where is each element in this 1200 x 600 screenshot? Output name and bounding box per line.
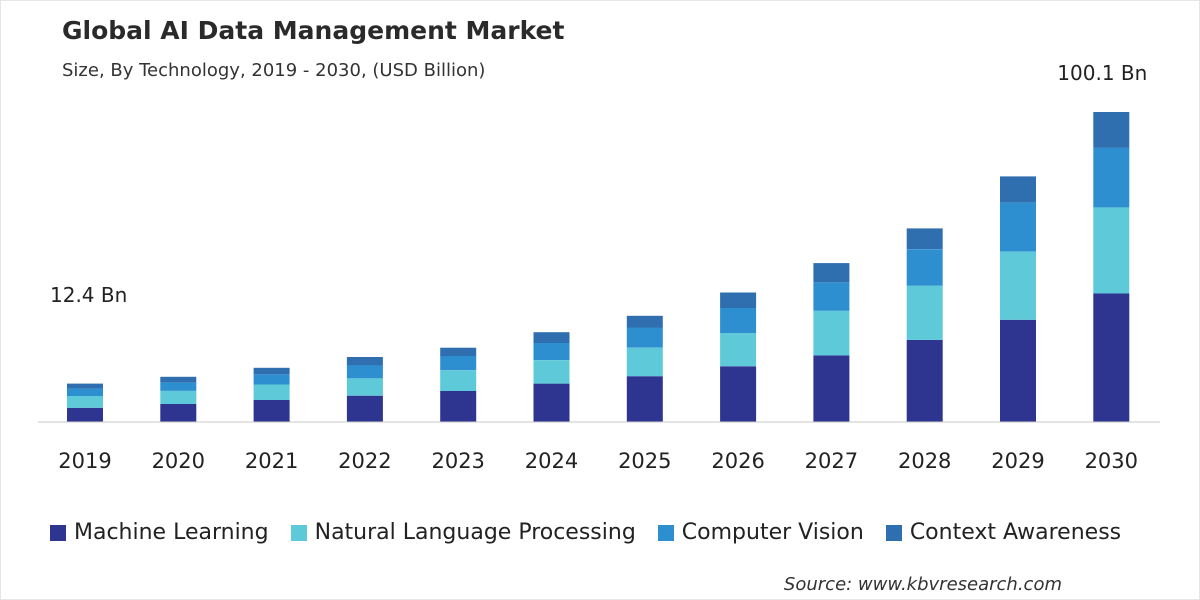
bar-segment-2027-context-awareness xyxy=(813,263,850,283)
bar-segment-2022-computer-vision xyxy=(346,365,383,379)
x-tick-labels: 2019 2020 2021 2022 2023 2024 2025 2026 2027 2028… xyxy=(58,449,1138,473)
x-tick-label-2019: 2019 xyxy=(58,449,111,473)
bar-segment-2020-natural-language-processing xyxy=(160,390,197,404)
bar-segment-2022-natural-language-processing xyxy=(346,378,383,396)
bar-segment-2030-natural-language-processing xyxy=(1093,207,1130,294)
bar-segment-2026-computer-vision xyxy=(720,308,757,334)
bar-segment-2029-context-awareness xyxy=(1000,176,1036,203)
bar-segment-2029-computer-vision xyxy=(1000,202,1036,252)
bar-segment-2027-natural-language-processing xyxy=(813,310,850,356)
bar-segment-2026-machine-learning xyxy=(720,366,757,422)
bar-segment-2030-machine-learning xyxy=(1093,293,1130,422)
legend-swatch-natural-language-processing xyxy=(290,524,307,541)
legend-swatch-context-awareness xyxy=(885,524,902,541)
bar-segment-2019-machine-learning xyxy=(67,407,103,422)
chart-legend: Machine Learning Natural Language Process… xyxy=(50,520,1143,545)
legend-item-natural-language-processing: Natural Language Processing xyxy=(290,520,636,545)
bar-segment-2028-context-awareness xyxy=(906,228,943,250)
bar-segment-2020-computer-vision xyxy=(160,382,197,391)
bar-segment-2030-context-awareness xyxy=(1093,112,1130,148)
bars-group xyxy=(67,112,1130,422)
legend-item-computer-vision: Computer Vision xyxy=(657,520,864,545)
bar-segment-2023-context-awareness xyxy=(440,347,477,357)
bar-total-labels: 12.4 Bn 100.1 Bn xyxy=(50,61,1147,307)
x-tick-label-2025: 2025 xyxy=(618,449,671,473)
bar-segment-2029-natural-language-processing xyxy=(1000,251,1036,320)
bar-segment-2027-machine-learning xyxy=(813,355,850,422)
bar-segment-2028-machine-learning xyxy=(906,339,943,422)
bar-segment-2029-machine-learning xyxy=(1000,319,1036,422)
bar-segment-2025-context-awareness xyxy=(626,315,663,328)
legend-swatch-computer-vision xyxy=(657,524,674,541)
legend-label-computer-vision: Computer Vision xyxy=(681,520,864,545)
x-tick-label-2020: 2020 xyxy=(152,449,205,473)
legend-label-context-awareness: Context Awareness xyxy=(909,520,1122,545)
bar-segment-2022-context-awareness xyxy=(346,357,383,366)
bar-segment-2020-machine-learning xyxy=(160,404,197,422)
bar-segment-2028-natural-language-processing xyxy=(906,285,943,340)
x-tick-label-2030: 2030 xyxy=(1085,449,1138,473)
x-tick-label-2026: 2026 xyxy=(711,449,764,473)
legend-label-machine-learning: Machine Learning xyxy=(74,520,269,545)
chart-title: Global AI Data Management Market xyxy=(62,16,565,45)
source-note: Source: www.kbvresearch.com xyxy=(783,574,1062,595)
bar-segment-2023-machine-learning xyxy=(440,391,477,422)
x-tick-label-2024: 2024 xyxy=(525,449,578,473)
bar-segment-2030-computer-vision xyxy=(1093,147,1130,208)
total-label-2030: 100.1 Bn xyxy=(1057,61,1147,85)
bar-segment-2025-natural-language-processing xyxy=(626,347,663,377)
x-tick-label-2029: 2029 xyxy=(991,449,1044,473)
bar-segment-2025-computer-vision xyxy=(626,327,663,348)
bar-segment-2024-computer-vision xyxy=(533,343,570,360)
bar-segment-2023-natural-language-processing xyxy=(440,370,477,391)
bar-segment-2024-context-awareness xyxy=(533,332,570,343)
total-label-2019: 12.4 Bn xyxy=(50,283,127,307)
bar-segment-2021-machine-learning xyxy=(253,400,290,422)
bar-segment-2021-context-awareness xyxy=(253,367,290,375)
bar-segment-2027-computer-vision xyxy=(813,282,850,311)
bar-segment-2023-computer-vision xyxy=(440,356,477,371)
bar-segment-2022-machine-learning xyxy=(346,395,383,422)
bar-segment-2021-computer-vision xyxy=(253,374,290,385)
bar-segment-2028-computer-vision xyxy=(906,249,943,286)
bar-segment-2020-context-awareness xyxy=(160,376,197,383)
x-tick-label-2021: 2021 xyxy=(245,449,298,473)
chart-subtitle: Size, By Technology, 2019 - 2030, (USD B… xyxy=(62,60,486,81)
bar-segment-2026-natural-language-processing xyxy=(720,333,757,367)
bar-segment-2021-natural-language-processing xyxy=(253,384,290,400)
bar-segment-2026-context-awareness xyxy=(720,292,757,308)
legend-label-natural-language-processing: Natural Language Processing xyxy=(314,520,636,545)
legend-swatch-machine-learning xyxy=(50,524,66,541)
bar-segment-2024-natural-language-processing xyxy=(533,360,570,384)
x-tick-label-2022: 2022 xyxy=(338,449,391,473)
bar-segment-2019-context-awareness xyxy=(67,383,103,389)
bar-segment-2019-computer-vision xyxy=(67,388,103,396)
legend-item-context-awareness: Context Awareness xyxy=(885,520,1122,545)
bar-segment-2024-machine-learning xyxy=(533,383,570,422)
x-tick-label-2027: 2027 xyxy=(805,449,858,473)
x-tick-label-2023: 2023 xyxy=(431,449,484,473)
legend-item-machine-learning: Machine Learning xyxy=(50,520,269,545)
bar-segment-2025-machine-learning xyxy=(626,376,663,422)
x-tick-label-2028: 2028 xyxy=(898,449,951,473)
bar-segment-2019-natural-language-processing xyxy=(67,396,103,408)
